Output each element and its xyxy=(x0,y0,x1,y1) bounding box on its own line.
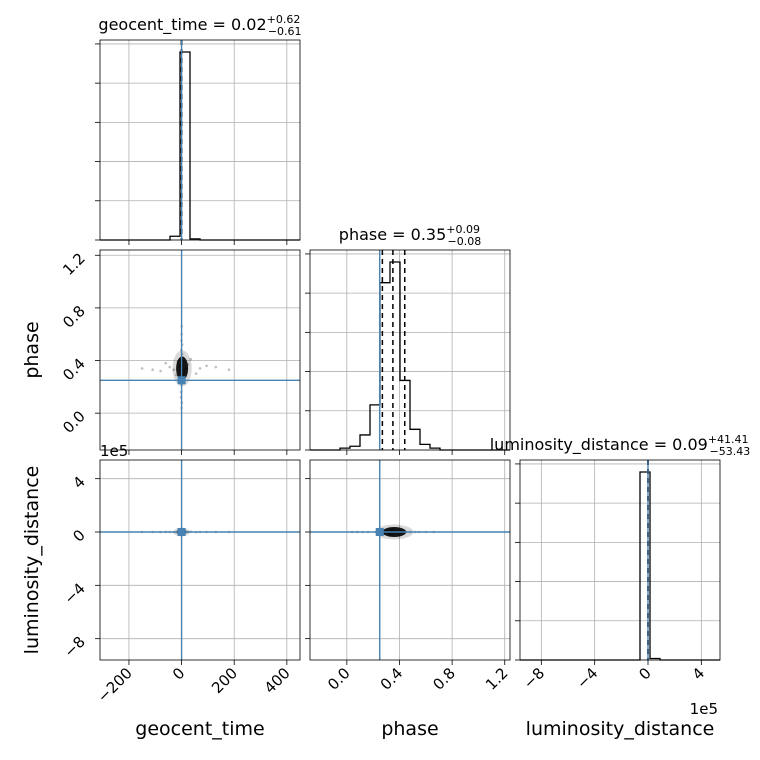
ylabel-phase: phase xyxy=(21,321,43,378)
xlabel-phase: phase xyxy=(381,718,438,740)
sample-point xyxy=(164,361,168,365)
panel-background-2-1 xyxy=(310,460,510,660)
x-tick-label: −200 xyxy=(94,664,136,706)
xlabel-geocent-time: geocent_time xyxy=(135,718,264,740)
sample-point xyxy=(214,365,218,369)
panel-border-2-1 xyxy=(309,459,511,661)
x-tick-label: 0.8 xyxy=(429,664,459,694)
truth-marker xyxy=(375,528,384,536)
sample-point xyxy=(151,368,154,372)
y-tick-label: 0.0 xyxy=(59,407,89,437)
panel-border-0-0 xyxy=(99,39,301,241)
panel-title-lower: −0.61 xyxy=(268,25,302,38)
panel-background-1-0 xyxy=(100,250,300,450)
panel-title-upper: +0.09 xyxy=(446,223,480,236)
panel-background-2-2 xyxy=(520,460,720,660)
sample-point xyxy=(189,357,193,361)
panel-title-phase: phase = 0.35+0.09 −0.08 xyxy=(339,223,481,248)
y-tick-label: −8 xyxy=(60,633,88,661)
x-tick-label: 0 xyxy=(169,664,188,683)
panel-title-lower: −53.43 xyxy=(710,445,751,458)
y-tick-label: 1.2 xyxy=(59,249,89,279)
panel-background-2-0 xyxy=(100,460,300,660)
x-tick-label: 0 xyxy=(635,664,654,683)
panel-title-luminosity_distance: luminosity_distance = 0.09+41.41 −53.43 xyxy=(490,433,751,458)
truth-marker xyxy=(177,528,186,536)
x-tick-label: 0.4 xyxy=(377,664,407,694)
panel-title-upper: +0.62 xyxy=(267,13,301,26)
sample-point xyxy=(205,364,208,368)
x-tick-label: −8 xyxy=(520,664,548,692)
sample-point xyxy=(227,368,231,372)
y-tick-label: 0.4 xyxy=(59,355,89,385)
ylabel-luminosity-distance: luminosity_distance xyxy=(21,466,43,655)
x-tick-label: 200 xyxy=(208,664,241,697)
x-tick-label: 400 xyxy=(261,664,294,697)
panel-border-1-0 xyxy=(99,249,301,451)
sample-point xyxy=(194,372,198,375)
panel-title-lower: −0.08 xyxy=(447,235,481,248)
panel-title-base: luminosity_distance = 0.09 xyxy=(490,435,708,455)
y-exponent-label: 1e5 xyxy=(100,442,128,460)
x-tick-label: 4 xyxy=(689,664,708,683)
y-tick-label: 0.8 xyxy=(59,302,89,332)
sample-point xyxy=(172,368,175,372)
x-tick-label: −4 xyxy=(573,664,601,692)
panel-title-geocent_time: geocent_time = 0.02+0.62 −0.61 xyxy=(98,13,301,38)
sample-point xyxy=(198,367,202,370)
panel-title-base: phase = 0.35 xyxy=(339,225,446,244)
sample-point xyxy=(140,367,144,370)
y-tick-label: 0 xyxy=(69,526,88,545)
y-tick-label: 4 xyxy=(69,473,88,492)
panel-title-upper: +41.41 xyxy=(708,433,749,446)
x-exponent-label: 1e5 xyxy=(690,700,718,718)
panel-border-1-1 xyxy=(309,249,511,451)
x-tick-label: 1.2 xyxy=(482,664,512,694)
x-tick-label: 0.0 xyxy=(324,664,354,694)
panel-border-2-0 xyxy=(99,459,301,661)
sample-point xyxy=(159,369,162,373)
xlabel-luminosity-distance: luminosity_distance xyxy=(526,718,715,740)
sample-point xyxy=(168,365,172,369)
panel-background-0-0 xyxy=(100,40,300,240)
panel-border-2-2 xyxy=(519,459,721,661)
panel-title-base: geocent_time = 0.02 xyxy=(98,15,266,35)
y-tick-label: −4 xyxy=(60,579,88,607)
truth-marker xyxy=(177,376,186,385)
